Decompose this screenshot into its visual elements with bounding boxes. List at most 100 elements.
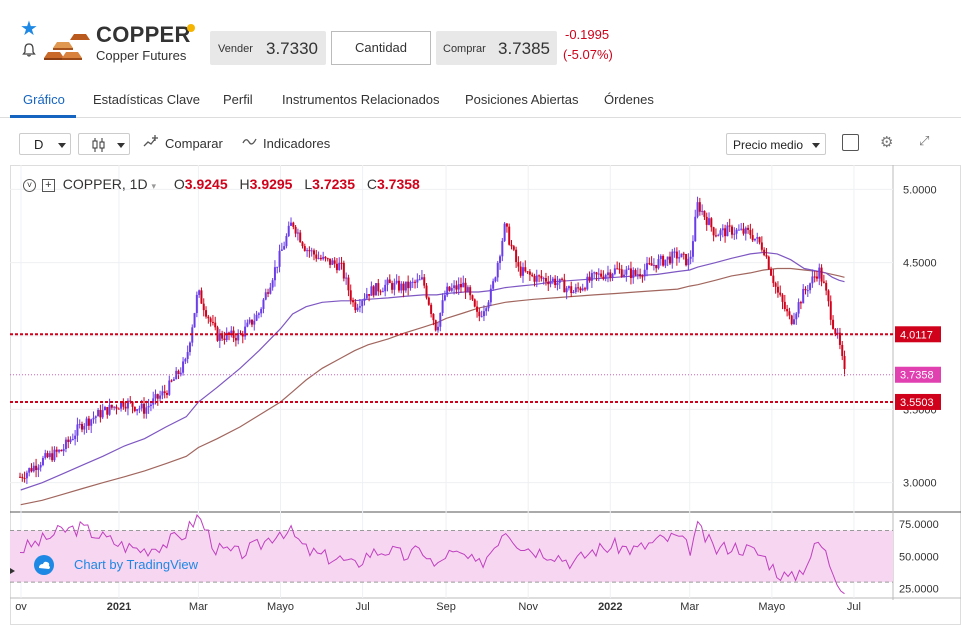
high-label: H (239, 176, 250, 192)
candle-body (609, 272, 612, 278)
high-value: 3.9295 (249, 176, 293, 192)
low-label: L (304, 176, 313, 192)
tab-ordenes[interactable]: Órdenes (604, 92, 654, 107)
candle-body (655, 264, 658, 269)
collapse-legend-icon[interactable]: ˅ (23, 178, 36, 192)
chart-type-select[interactable] (78, 133, 130, 155)
candle-body (632, 270, 635, 279)
candle-body (193, 313, 196, 328)
tradingview-badge[interactable]: Chart by TradingView (30, 552, 220, 578)
candle-body (779, 292, 782, 295)
compare-icon[interactable] (143, 134, 159, 151)
tab-grafico[interactable]: Gráfico (23, 92, 65, 107)
tab-estadisticas-clave[interactable]: Estadísticas Clave (93, 92, 200, 107)
instrument-subtitle: Copper Futures (96, 48, 187, 63)
sell-button[interactable]: Vender 3.7330 (210, 31, 326, 65)
candle-body (131, 401, 134, 407)
candle-body (528, 271, 531, 275)
candle-body (471, 295, 474, 300)
price-mode-select[interactable]: Precio medio (726, 133, 826, 155)
candle-body (747, 227, 750, 230)
candle-body (420, 277, 423, 280)
candle-body (763, 249, 766, 256)
candle-body (200, 290, 203, 304)
candle-body (386, 279, 389, 285)
candle-body (283, 246, 286, 250)
candle-body (749, 229, 752, 236)
candle-body (329, 258, 332, 265)
indicators-icon[interactable] (242, 134, 258, 151)
candle-body (464, 282, 467, 292)
candle-body (561, 278, 564, 280)
level-price-tag (895, 326, 941, 343)
chevron-down-icon[interactable]: ▾ (151, 181, 157, 191)
tab-instrumentos-relacionados[interactable]: Instrumentos Relacionados (282, 92, 440, 107)
compare-button[interactable]: Comparar (165, 136, 223, 151)
candle-body (177, 370, 180, 375)
candle-body (636, 274, 639, 276)
level-price-label: 3.5503 (900, 397, 934, 409)
candle-body (211, 321, 214, 323)
price-mode-value: Precio medio (733, 138, 804, 152)
candle-body (756, 237, 759, 239)
candle-body (820, 267, 823, 282)
candle-body (714, 235, 717, 237)
candle-body (793, 319, 796, 324)
candle-body (758, 237, 761, 243)
candle-body (198, 290, 201, 295)
chevron-down-icon (812, 143, 820, 148)
y-tick-label: 5.0000 (903, 184, 937, 196)
candle-body (710, 218, 713, 228)
tab-perfil[interactable]: Perfil (223, 92, 253, 107)
interval-select[interactable]: D (19, 133, 71, 155)
candle-body (462, 282, 465, 288)
candle-body (179, 372, 182, 375)
candle-body (813, 276, 816, 278)
buy-price: 3.7385 (498, 39, 550, 58)
candle-body (317, 257, 320, 259)
close-label: C (366, 176, 377, 192)
candle-body (625, 269, 628, 275)
candle-body (565, 288, 568, 293)
candle-body (708, 218, 711, 225)
alert-bell-icon[interactable] (21, 42, 39, 60)
gear-icon[interactable]: ⚙ (880, 134, 894, 151)
level-price-tag (895, 393, 941, 410)
candle-body (87, 418, 90, 426)
add-indicator-icon[interactable]: + (41, 178, 55, 192)
candle-body (829, 301, 832, 320)
candle-body (306, 250, 309, 252)
fullscreen-checkbox[interactable] (842, 134, 859, 151)
candle-body (776, 286, 779, 293)
candle-body (71, 439, 74, 441)
candle-body (76, 424, 79, 436)
candle-body (767, 256, 770, 270)
candle-body (508, 226, 511, 245)
price-change-percent: (-5.07%) (563, 47, 613, 62)
candle-body (273, 267, 276, 281)
scroll-marker-icon[interactable] (10, 568, 15, 574)
candlestick-icon (92, 138, 105, 152)
quantity-input[interactable]: Cantidad (331, 31, 431, 65)
candle-body (140, 403, 143, 409)
expand-icon[interactable]: ⤢ (919, 133, 930, 148)
indicators-button[interactable]: Indicadores (263, 136, 331, 151)
candle-body (563, 279, 566, 293)
candle-body (117, 408, 120, 410)
candle-body (788, 311, 791, 316)
copper-bars-logo (44, 28, 90, 62)
candle-body (172, 379, 175, 381)
candle-body (37, 467, 40, 471)
candle-body (250, 319, 253, 325)
candle-body (264, 292, 267, 300)
favorite-star-icon[interactable]: ★ (20, 18, 38, 40)
instrument-title: COPPER (96, 22, 191, 47)
tab-posiciones-abiertas[interactable]: Posiciones Abiertas (465, 92, 579, 107)
candle-body (19, 476, 21, 478)
sell-label: Vender (218, 43, 253, 55)
candle-body (487, 302, 490, 309)
last-price-label: 3.7358 (900, 370, 934, 382)
buy-button[interactable]: Comprar 3.7385 (436, 31, 557, 65)
candle-body (62, 448, 65, 452)
